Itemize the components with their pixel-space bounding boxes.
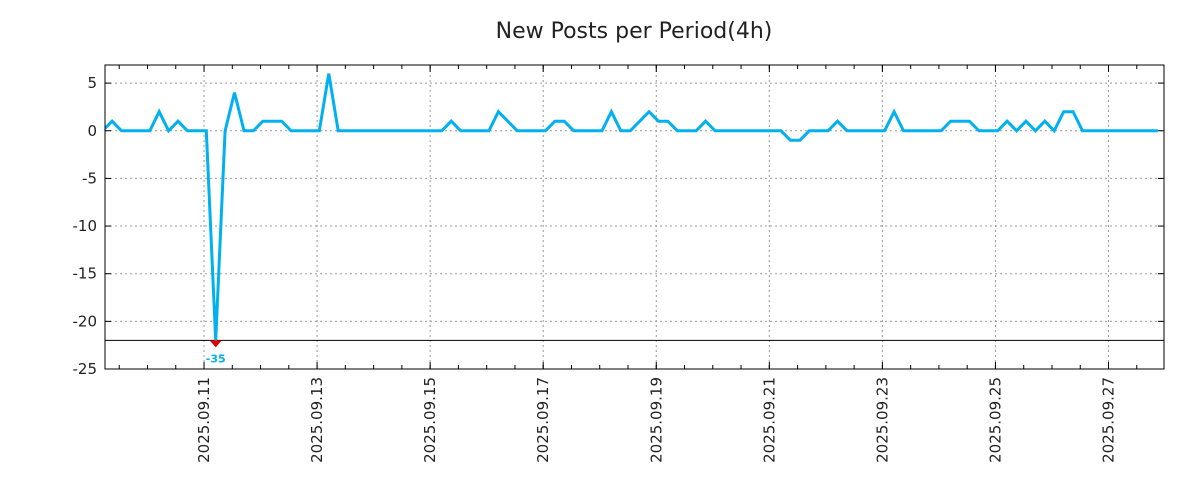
grid (105, 65, 1164, 369)
x-tick-label: 2025.09.25 (986, 377, 1004, 463)
clip-marker-icon (209, 340, 222, 348)
plot-frame (104, 64, 1165, 370)
y-tick-label: -10 (73, 217, 98, 235)
clip-value-label: -35 (206, 352, 226, 365)
y-tick-label: -25 (73, 360, 98, 378)
x-tick-label: 2025.09.21 (760, 377, 778, 463)
y-tick-label: -5 (82, 169, 97, 187)
x-tick-label: 2025.09.23 (873, 377, 891, 463)
x-tick-label: 2025.09.13 (308, 377, 326, 463)
axis-ticks: 5 0 -5 -10 -15 -20 -25 2025.09.11 2025.09.13 2025… (73, 65, 1164, 463)
y-tick-label: -20 (73, 312, 98, 330)
x-tick-label: 2025.09.17 (534, 377, 552, 463)
y-tick-label: 0 (87, 122, 97, 140)
series: -35 (105, 73, 1158, 365)
x-tick-label: 2025.09.19 (647, 377, 665, 463)
series-line (105, 73, 1158, 341)
chart-title: New Posts per Period(4h) (496, 19, 773, 44)
y-tick-label: 5 (87, 74, 97, 92)
y-tick-label: -15 (73, 265, 98, 283)
x-tick-label: 2025.09.11 (195, 377, 213, 463)
x-tick-label: 2025.09.15 (421, 377, 439, 463)
x-tick-label: 2025.09.27 (1100, 377, 1118, 463)
